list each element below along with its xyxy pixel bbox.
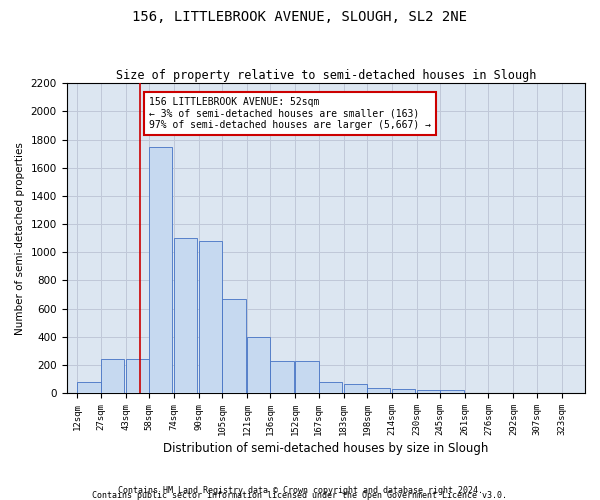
Bar bbox=[417, 390, 440, 393]
Bar bbox=[271, 360, 294, 393]
X-axis label: Distribution of semi-detached houses by size in Slough: Distribution of semi-detached houses by … bbox=[163, 442, 488, 455]
Text: Contains public sector information licensed under the Open Government Licence v3: Contains public sector information licen… bbox=[92, 491, 508, 500]
Bar bbox=[295, 360, 319, 393]
Bar bbox=[344, 384, 367, 393]
Bar bbox=[247, 336, 271, 393]
Bar bbox=[440, 390, 464, 393]
Bar bbox=[101, 360, 124, 393]
Bar bbox=[199, 241, 222, 393]
Text: Contains HM Land Registry data © Crown copyright and database right 2024.: Contains HM Land Registry data © Crown c… bbox=[118, 486, 482, 495]
Y-axis label: Number of semi-detached properties: Number of semi-detached properties bbox=[15, 142, 25, 334]
Text: 156 LITTLEBROOK AVENUE: 52sqm
← 3% of semi-detached houses are smaller (163)
97%: 156 LITTLEBROOK AVENUE: 52sqm ← 3% of se… bbox=[149, 98, 431, 130]
Text: 156, LITTLEBROOK AVENUE, SLOUGH, SL2 2NE: 156, LITTLEBROOK AVENUE, SLOUGH, SL2 2NE bbox=[133, 10, 467, 24]
Bar bbox=[149, 146, 172, 393]
Bar bbox=[367, 388, 391, 393]
Title: Size of property relative to semi-detached houses in Slough: Size of property relative to semi-detach… bbox=[116, 69, 536, 82]
Bar bbox=[77, 382, 101, 393]
Bar bbox=[392, 389, 415, 393]
Bar bbox=[319, 382, 342, 393]
Bar bbox=[125, 360, 149, 393]
Bar bbox=[222, 298, 245, 393]
Bar bbox=[174, 238, 197, 393]
